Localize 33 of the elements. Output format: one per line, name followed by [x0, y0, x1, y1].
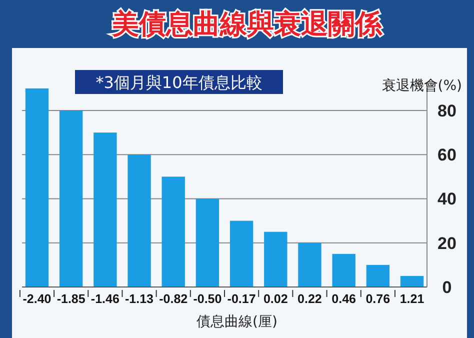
y-axis-title: 衰退機會(%): [382, 78, 462, 94]
y-tick-label: 20: [438, 234, 456, 253]
x-tick-label: 0.76: [366, 292, 390, 306]
chart-subtitle: *3個月與10年債息比較: [96, 73, 262, 92]
x-tick-label: 0.22: [298, 292, 322, 306]
x-tick-label: -0.82: [159, 292, 188, 306]
x-tick-label: -1.13: [125, 292, 154, 306]
x-tick-label: -1.85: [56, 292, 86, 306]
y-tick-label: 60: [438, 146, 456, 165]
bar: [60, 110, 83, 287]
bar: [264, 232, 288, 287]
bar: [196, 198, 220, 287]
bar: [298, 242, 322, 287]
x-tick-label: -0.17: [227, 292, 256, 306]
bar: [332, 254, 356, 287]
bar: [366, 264, 390, 287]
y-tick-label: 0: [442, 278, 452, 297]
x-tick-label: -2.40: [22, 292, 52, 306]
x-tick-label: 0.46: [332, 292, 356, 306]
bar: [400, 276, 424, 287]
x-tick-label: 1.21: [400, 292, 424, 306]
bar: [128, 154, 151, 287]
x-tick-label: -0.50: [193, 292, 222, 306]
x-tick-label: 0.02: [263, 292, 288, 306]
x-axis-title: 債息曲線(厘): [196, 314, 278, 330]
chart-title: 美債息曲線與衰退關係: [111, 9, 383, 40]
bar: [162, 176, 185, 287]
x-tick-label: -1.46: [90, 292, 120, 306]
y-tick-label: 80: [438, 101, 456, 120]
bar: [25, 88, 49, 287]
bar: [94, 132, 117, 287]
y-tick-label: 40: [438, 190, 456, 209]
bar: [230, 220, 254, 287]
